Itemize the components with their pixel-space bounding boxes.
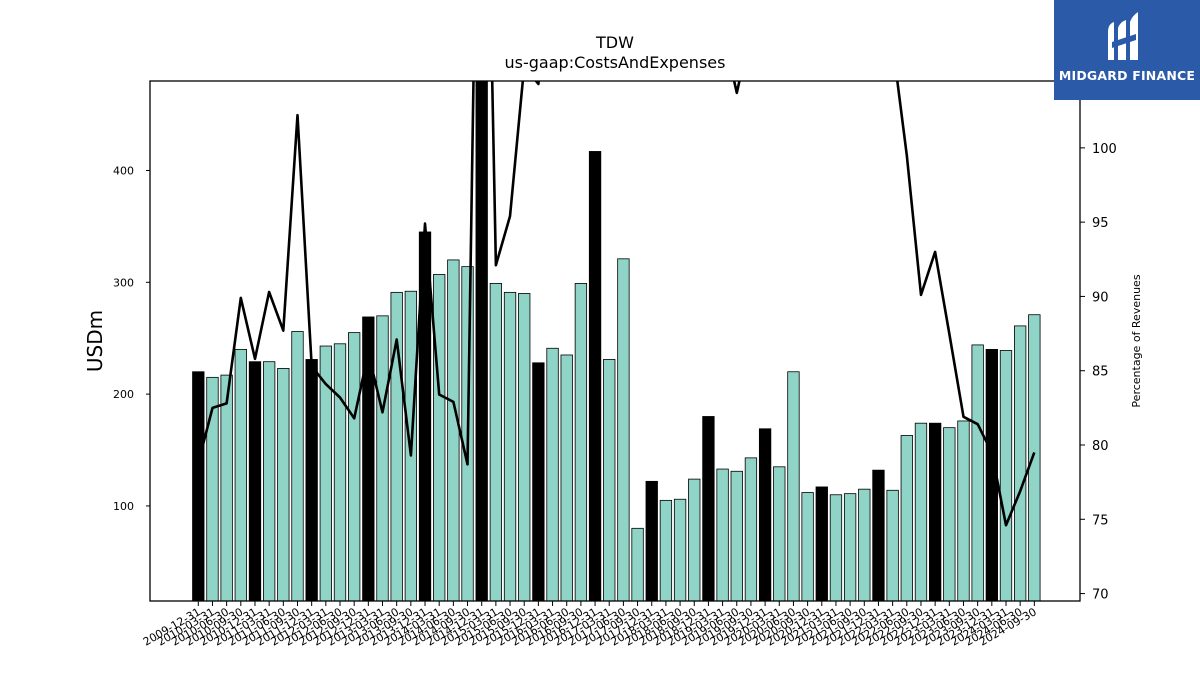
bar-2023-09-30: [971, 344, 984, 601]
bar-2018-12-31: [702, 416, 715, 601]
bar-2012-09-30: [348, 332, 361, 601]
bar-2022-12-31: [928, 422, 942, 601]
bar-2020-06-30: [787, 371, 800, 601]
bar-2013-06-30: [390, 291, 403, 601]
bar-2015-06-30: [503, 291, 517, 601]
bar-2010-12-31: [248, 361, 262, 601]
bar-2014-03-31: [433, 274, 446, 601]
y2-tick-label: 75: [1092, 513, 1109, 528]
bar-2020-09-30: [801, 492, 814, 601]
y2-axis-ticks: 70 75 80 85 90 95 100: [1080, 142, 1117, 603]
bar-2011-03-31: [262, 361, 276, 601]
bar-2020-12-31: [815, 486, 828, 601]
bar-2022-09-30: [914, 422, 928, 601]
bar-2017-06-30: [617, 258, 630, 601]
bar-2020-03-31: [773, 466, 786, 601]
y2-tick-label: 80: [1092, 439, 1109, 454]
y-tick-label: 300: [113, 276, 134, 289]
bar-2019-06-30: [730, 470, 743, 601]
bar-2024-03-31: [999, 350, 1013, 601]
line-series-layer: [197, 81, 1036, 527]
bar-2011-06-30: [277, 367, 290, 601]
bar-2018-09-30: [688, 478, 701, 601]
y2-tick-label: 100: [1092, 142, 1117, 157]
bar-2011-12-31: [305, 359, 318, 601]
bar-2021-12-31: [872, 469, 885, 601]
bar-2015-12-31: [532, 362, 545, 601]
plot-frame: [149, 80, 1081, 602]
x-axis-ticks: 2009-12-312010-03-312010-06-302010-09-30…: [141, 601, 1039, 649]
bar-2016-09-30: [574, 283, 588, 601]
bar-2023-03-31: [943, 427, 956, 601]
bar-2016-06-30: [560, 354, 573, 601]
bar-2010-09-30: [234, 348, 247, 601]
y-tick-label: 100: [113, 500, 134, 513]
y2-tick-label: 85: [1092, 365, 1109, 380]
y2-tick-label: 70: [1092, 588, 1109, 603]
bar-2018-03-31: [659, 499, 673, 601]
bar-2022-06-30: [900, 435, 913, 601]
bar-2021-06-30: [843, 493, 857, 601]
bar-2021-09-30: [858, 488, 871, 601]
bar-2009-12-31: [192, 371, 205, 601]
bar-2024-06-30: [1014, 325, 1027, 601]
y-tick-label: 200: [113, 388, 134, 401]
bar-2024-09-30: [1028, 314, 1041, 601]
bar-2018-06-30: [673, 498, 687, 601]
chart-title: TDW: [595, 33, 634, 52]
chart-subtitle: us-gaap:CostsAndExpenses: [505, 53, 726, 72]
bar-2010-03-31: [206, 376, 219, 601]
y-axis-label: USDm: [83, 310, 107, 372]
bar-2017-12-31: [645, 480, 658, 601]
y-tick-label: 400: [113, 164, 134, 177]
bar-2015-03-31: [489, 283, 503, 601]
y2-tick-label: 95: [1092, 216, 1109, 231]
bar-2019-03-31: [716, 468, 729, 601]
brand-name: MIDGARD FINANCE: [1058, 68, 1196, 83]
bar-2016-12-31: [588, 151, 602, 601]
bar-2015-09-30: [518, 293, 531, 601]
bar-2010-06-30: [220, 374, 233, 601]
bar-2011-09-30: [291, 331, 304, 601]
bar-2019-09-30: [744, 457, 758, 601]
bar-2012-06-30: [333, 343, 347, 601]
bar-2019-12-31: [758, 428, 772, 601]
bar-2016-03-31: [546, 347, 559, 601]
brand-logo: MIDGARD FINANCE: [1054, 0, 1200, 100]
bar-2014-06-30: [447, 259, 460, 601]
y2-tick-label: 90: [1092, 290, 1109, 305]
bar-2017-09-30: [631, 527, 644, 601]
bar-2021-03-31: [829, 494, 843, 601]
bar-2012-12-31: [362, 316, 375, 601]
bar-2013-03-31: [376, 315, 389, 601]
y2-axis-label: Percentage of Revenues: [1130, 274, 1143, 407]
bar-2012-03-31: [319, 345, 332, 601]
bar-2017-03-31: [603, 359, 616, 601]
y-axis-ticks: 100 200 300 400: [113, 164, 150, 513]
bar-2022-03-31: [886, 489, 899, 601]
bar-2023-06-30: [957, 420, 970, 601]
midgard-logo-icon: [1108, 12, 1138, 60]
bar-series: [192, 81, 1041, 601]
bar-2014-12-31: [475, 81, 488, 601]
revenue-pct-line: [197, 81, 1036, 527]
